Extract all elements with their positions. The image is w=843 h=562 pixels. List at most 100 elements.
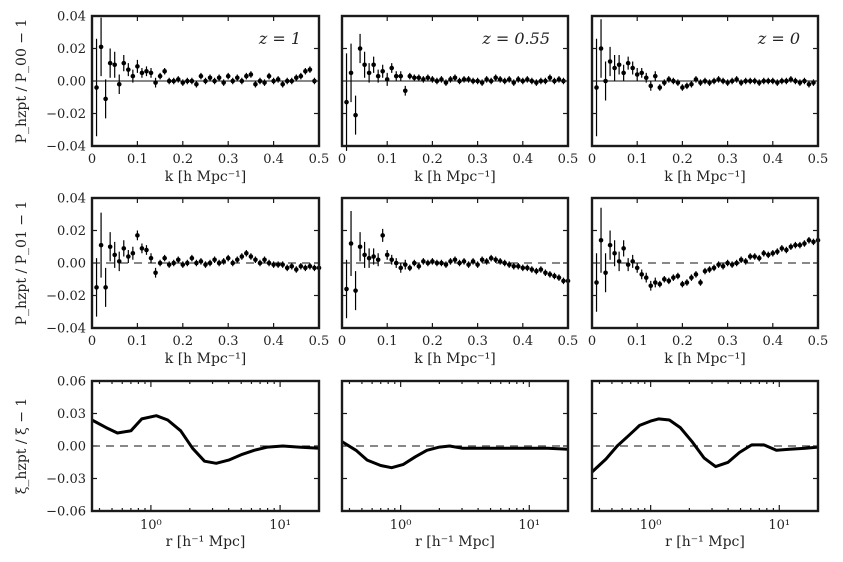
data-point [248,72,254,77]
x-tick-label: 10⁰ [390,518,412,533]
data-point [779,246,785,251]
data-point [126,67,131,72]
data-point [384,252,390,258]
data-point [621,246,626,251]
data-point [430,259,435,264]
data-point [707,80,712,85]
panel-1-1: 0 0.1 0.2 0.3 0.4 0.5 k [h Mpc⁻¹] [338,196,578,367]
data-point [784,78,789,84]
data-point [116,81,122,87]
data-point [470,78,476,84]
x-axis-label: k [h Mpc⁻¹] [165,351,246,367]
data-point [671,78,676,84]
data-point [452,257,458,263]
data-point [488,255,494,261]
data-point [797,80,803,85]
data-point [648,83,654,89]
data-point [756,80,762,85]
data-point [371,62,376,68]
y-axis-label: P_hzpt / P_00 − 1 [14,19,30,144]
data-point [497,259,503,264]
data-point [720,263,726,269]
data-point [502,260,508,266]
data-point [253,81,258,87]
redshift-label: z = 0.55 [481,29,550,48]
x-tick-label: 0.2 [172,334,193,349]
data-point [502,78,508,84]
data-point [225,73,231,79]
data-point [621,70,626,76]
y-tick-label: −0.02 [46,107,86,122]
data-point [689,81,694,87]
data-point [775,80,780,85]
data-point [639,70,645,76]
data-point [294,267,299,272]
data-point [561,278,566,284]
data-point [639,272,645,277]
x-axis-label: r [h⁻¹ Mpc] [665,534,745,550]
data-point [720,78,726,84]
x-tick-label: 10⁰ [140,518,162,533]
data-point [693,272,699,277]
data-point [225,255,231,261]
data-point [466,77,471,82]
data-point [520,78,526,84]
data-point [761,78,767,84]
data-point [257,260,263,266]
x-tick-label: 0.1 [627,152,648,167]
data-point [525,265,530,271]
data-point [457,78,462,84]
data-point [466,262,471,267]
data-point [529,78,535,84]
data-point [371,254,376,259]
data-point [657,281,663,287]
data-point [734,260,739,266]
x-tick-label: 0.4 [263,334,284,349]
x-axis-label: k [h Mpc⁻¹] [414,169,495,185]
data-point [515,77,521,82]
series-line [590,417,819,474]
x-tick-label: 0 [88,152,96,167]
data-point [666,77,672,82]
x-tick-label: 0.3 [717,152,738,167]
data-point [698,280,703,285]
x-tick-label: 0.1 [627,334,648,349]
data-point [171,78,177,84]
data-point [362,252,367,258]
x-tick-label: 0.5 [808,334,829,349]
data-point [221,259,226,264]
data-point [761,250,767,256]
data-point [344,99,349,105]
data-point [298,263,304,269]
x-axis-label: k [h Mpc⁻¹] [664,169,745,185]
data-point [497,77,503,82]
data-point [239,254,245,259]
data-point [625,60,631,66]
y-axis-label: ξ_hzpt / ξ − 1 [14,398,30,495]
data-point [552,78,557,84]
data-point [680,281,685,287]
data-point [643,75,649,81]
data-point [765,78,771,84]
panel-2-0: 10⁰ 10¹ −0.06 −0.03 0.00 0.03 0.06 r [h⁻¹ Mpc] ξ… [14,375,321,550]
data-point [788,77,794,82]
data-point [94,285,99,290]
data-point [221,80,226,85]
data-point [488,78,494,84]
panel-0-0: 0 0.1 0.2 0.3 0.4 0.5 −0.04 −0.02 0.00 0.02 0.04 k … [14,10,329,186]
x-tick-label: 10¹ [269,518,291,533]
x-tick-label: 0.2 [672,152,693,167]
data-point [262,80,267,85]
x-tick-label: 0.2 [172,152,193,167]
data-point [166,262,172,267]
data-point [412,260,417,266]
data-point [230,260,236,266]
data-point [452,75,458,81]
y-tick-label: 0.00 [57,75,86,90]
data-point [671,275,676,280]
data-point [543,270,548,276]
data-point [802,78,807,84]
data-point [698,80,703,85]
data-point [725,260,730,266]
